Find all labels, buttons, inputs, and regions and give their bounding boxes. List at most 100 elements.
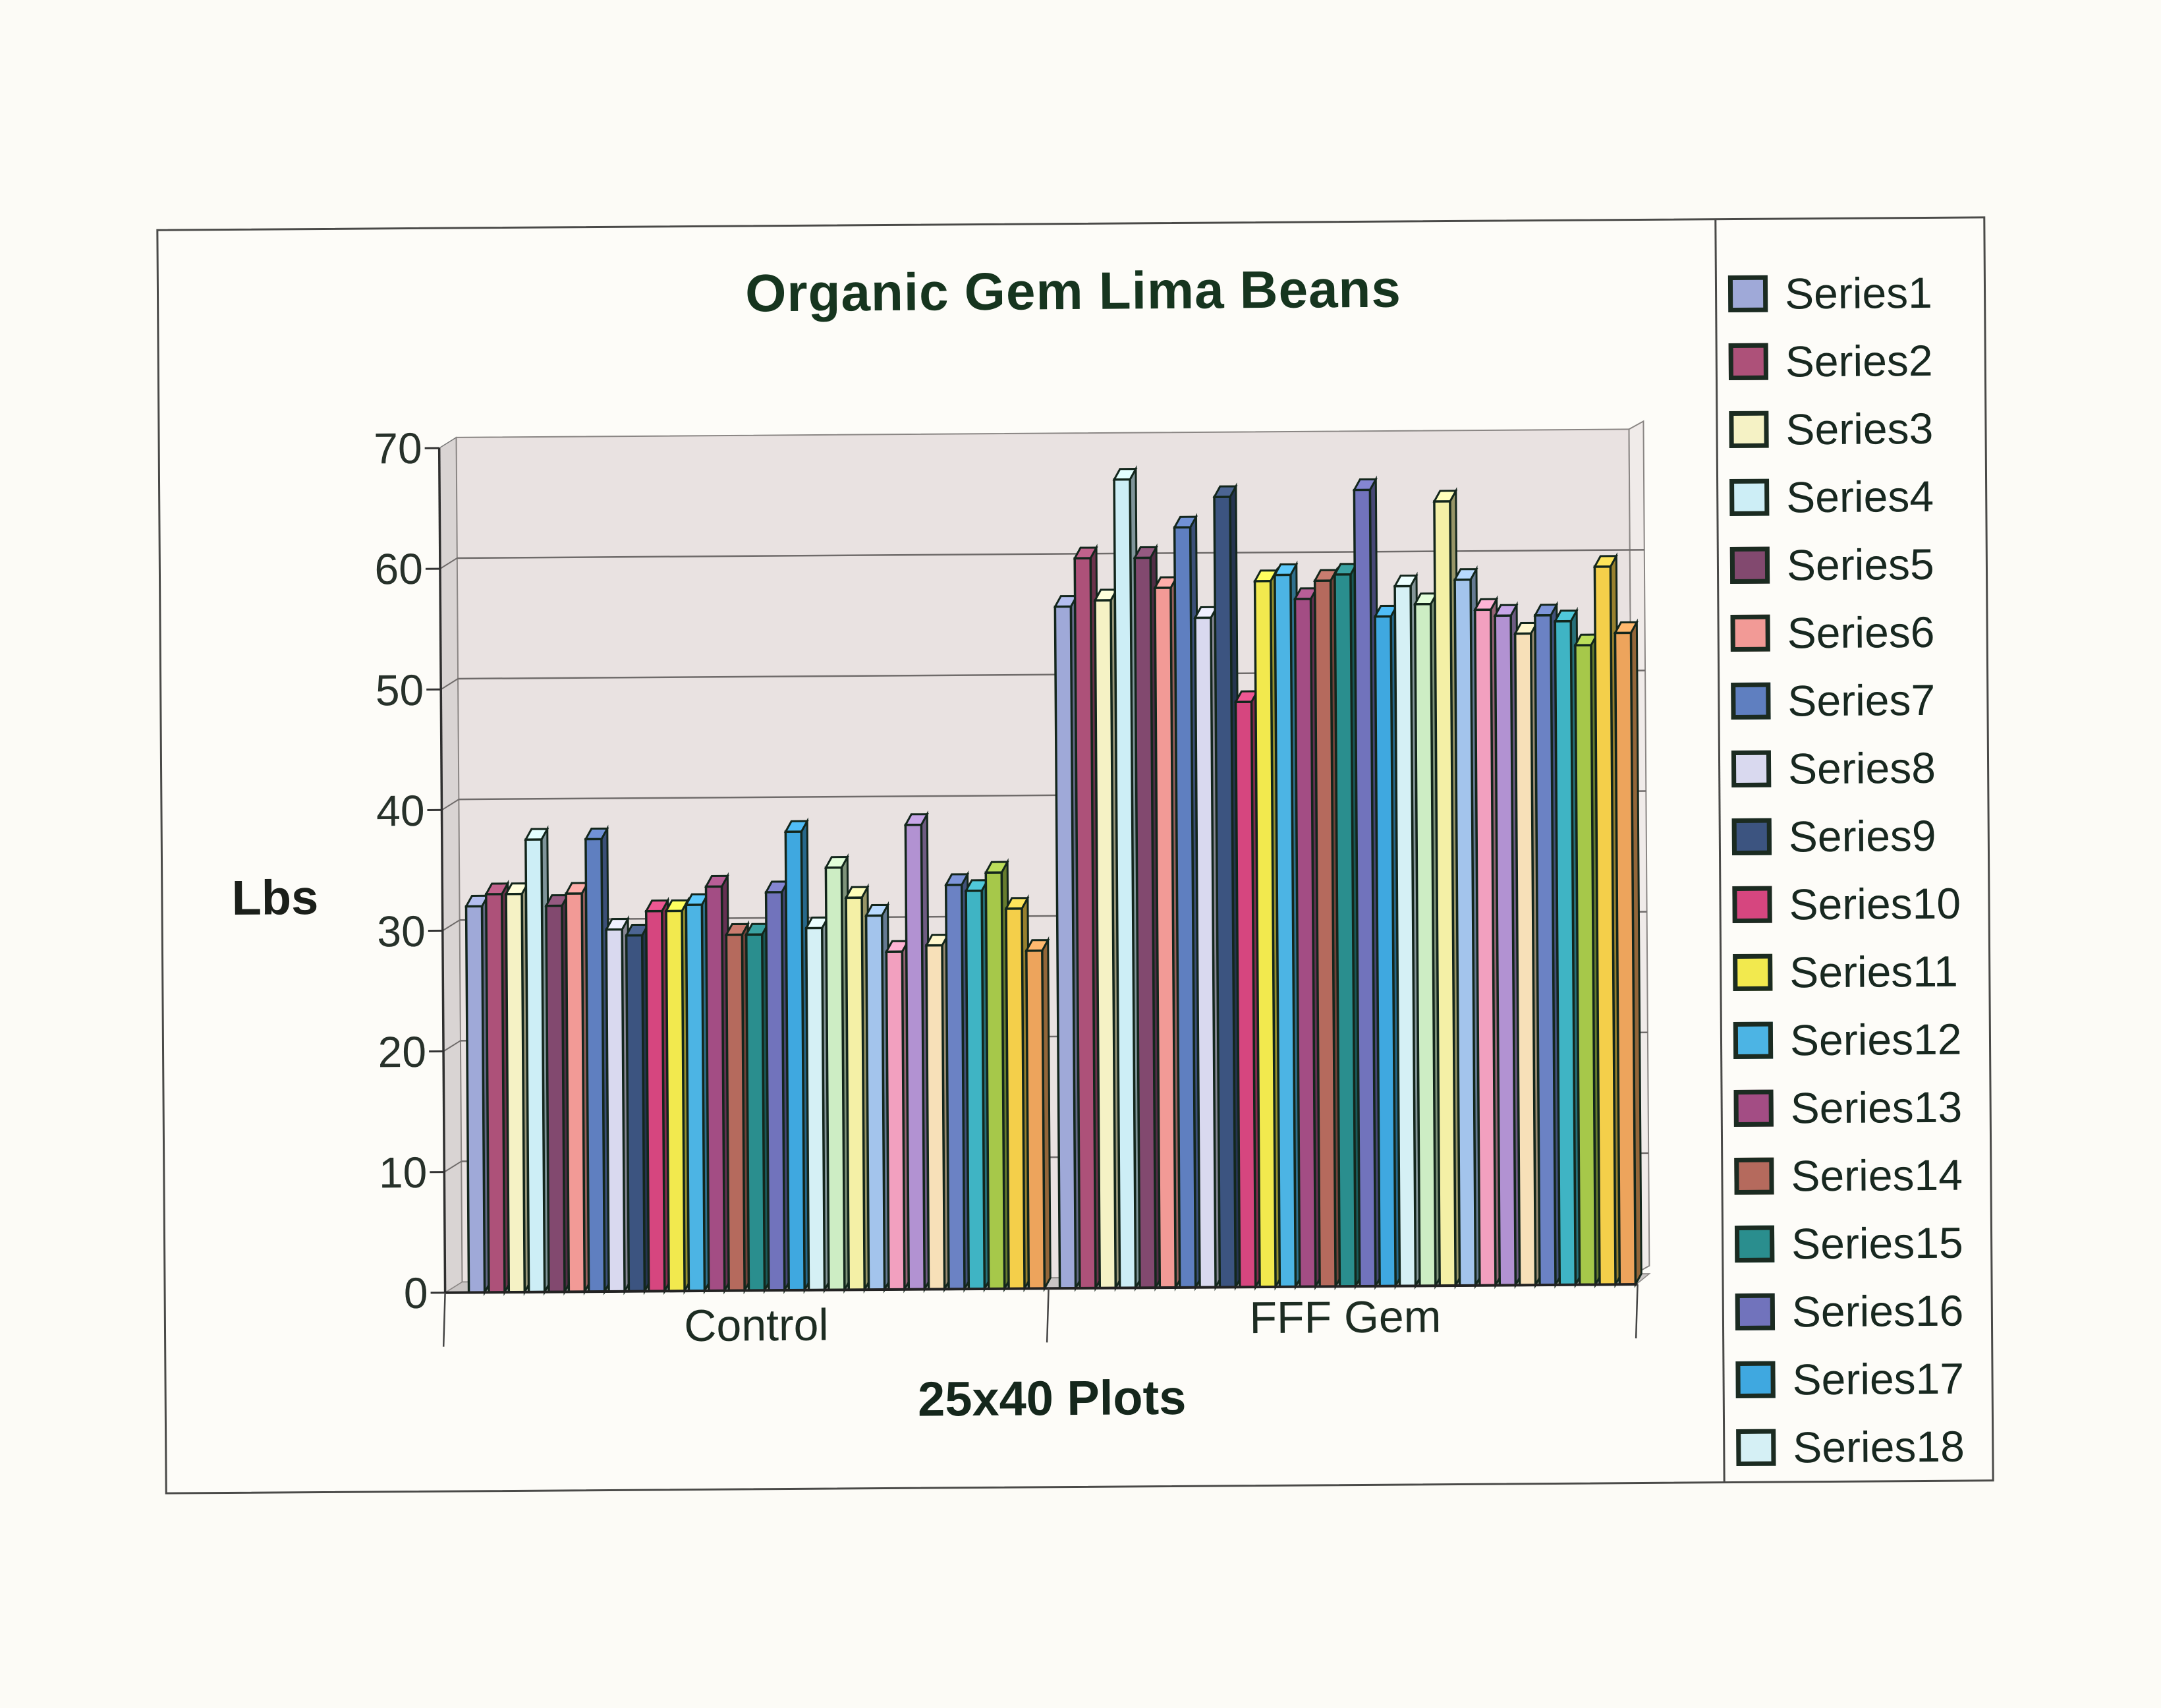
bar-Control-Series13: [704, 885, 726, 1292]
legend-item-series18: Series18: [1736, 1412, 1965, 1481]
legend-label: Series11: [1789, 946, 1959, 996]
y-axis-title: Lbs: [231, 870, 319, 925]
y-axis-tick-labels: 0 10 20 30 40 50 60 70: [158, 218, 1983, 1317]
bar-Control-Series8: [605, 928, 626, 1293]
bar-Control-Series26: [965, 889, 986, 1290]
bar-Control-Series9: [625, 934, 646, 1293]
bar-Control-Series21: [864, 914, 886, 1291]
y-tick-60: 60: [374, 544, 424, 594]
y-tick-0: 0: [403, 1268, 428, 1318]
bar-Control-Series25: [944, 884, 966, 1291]
bar-FFF Gem-Series19: [1413, 602, 1437, 1288]
bar-FFF Gem-Series13: [1293, 598, 1317, 1288]
chart-frame: Organic Gem Lima Beans 0 10 20 30 40 50 60 70 L…: [156, 216, 1994, 1494]
legend-swatch-series9: [1731, 818, 1772, 855]
legend-item-series13: Series13: [1733, 1073, 1962, 1142]
bar-FFF Gem-Series15: [1333, 573, 1357, 1288]
legend-swatch-series8: [1731, 750, 1772, 787]
bar-FFF Gem-Series26: [1554, 619, 1577, 1286]
bar-Control-Series22: [885, 950, 906, 1291]
bar-FFF Gem-Series24: [1513, 632, 1537, 1287]
legend-item-series4: Series4: [1729, 462, 1934, 531]
bar-Control-Series28: [1005, 907, 1026, 1290]
legend: Series1 Series2 Series3 Series4 Series5 Serie…: [1727, 231, 1978, 1471]
y-tick-40: 40: [376, 785, 425, 835]
legend-item-series6: Series6: [1730, 598, 1935, 667]
bar-FFF Gem-Series21: [1453, 578, 1477, 1287]
bar-FFF Gem-Series12: [1274, 573, 1297, 1288]
bar-Control-Series5: [545, 904, 566, 1294]
legend-label: Series1: [1784, 268, 1933, 318]
legend-label: Series2: [1785, 335, 1933, 385]
category-label-fff-gem: FFF Gem: [1249, 1292, 1442, 1344]
legend-item-series5: Series5: [1729, 530, 1934, 599]
legend-label: Series18: [1793, 1421, 1965, 1471]
bar-Control-Series2: [484, 893, 506, 1294]
legend-item-series15: Series15: [1734, 1209, 1963, 1278]
y-tick-50: 50: [375, 665, 424, 714]
bar-FFF Gem-Series22: [1474, 608, 1497, 1287]
bar-FFF Gem-Series11: [1253, 580, 1277, 1288]
bar-FFF Gem-Series14: [1313, 579, 1337, 1288]
y-tick-70: 70: [373, 424, 422, 473]
legend-swatch-series18: [1736, 1429, 1776, 1466]
legend-swatch-series16: [1735, 1293, 1776, 1330]
bar-FFF Gem-Series23: [1494, 614, 1517, 1287]
legend-swatch-series10: [1732, 886, 1772, 923]
legend-item-series2: Series2: [1728, 326, 1933, 395]
legend-label: Series6: [1787, 607, 1935, 657]
bar-Control-Series24: [925, 944, 946, 1291]
legend-label: Series3: [1785, 403, 1934, 453]
bar-Control-Series29: [1025, 949, 1046, 1290]
legend-swatch-series13: [1733, 1089, 1774, 1127]
bar-FFF Gem-Series1: [1053, 605, 1077, 1290]
legend-label: Series16: [1791, 1286, 1964, 1336]
bar-Control-Series11: [665, 909, 686, 1293]
bar-Control-Series19: [824, 866, 846, 1292]
legend-label: Series4: [1785, 471, 1934, 521]
legend-label: Series5: [1786, 539, 1934, 589]
legend-item-series12: Series12: [1733, 1005, 1962, 1074]
bar-Control-Series17: [784, 830, 806, 1292]
legend-swatch-series15: [1734, 1225, 1775, 1263]
plot-area: [424, 420, 1651, 1347]
y-tick-10: 10: [378, 1147, 428, 1197]
legend-item-series1: Series1: [1727, 258, 1933, 327]
bar-FFF Gem-Series8: [1194, 616, 1217, 1289]
bar-Control-Series1: [464, 905, 486, 1294]
chart-title: Organic Gem Lima Beans: [744, 259, 1402, 323]
bar-Control-Series20: [845, 896, 866, 1292]
legend-swatch-series17: [1735, 1361, 1776, 1398]
legend-swatch-series3: [1729, 411, 1769, 448]
bar-Control-Series7: [584, 838, 606, 1293]
legend-divider: [1714, 219, 1726, 1483]
bar-Control-Series14: [725, 933, 746, 1292]
bar-FFF Gem-Series28: [1593, 565, 1617, 1286]
legend-swatch-series5: [1729, 546, 1770, 584]
legend-item-series17: Series17: [1735, 1344, 1964, 1413]
legend-item-series8: Series8: [1731, 733, 1936, 803]
legend-item-series11: Series11: [1733, 937, 1958, 1006]
legend-item-series3: Series3: [1729, 394, 1934, 463]
bar-Control-Series10: [644, 909, 666, 1293]
bar-Control-Series3: [505, 892, 526, 1294]
legend-item-series16: Series16: [1735, 1276, 1964, 1346]
legend-swatch-series12: [1733, 1021, 1774, 1059]
legend-label: Series9: [1788, 811, 1936, 861]
bar-FFF Gem-Series17: [1374, 615, 1397, 1288]
bar-Control-Series16: [764, 891, 786, 1292]
x-axis-title: 25x40 Plots: [917, 1369, 1187, 1427]
bar-Control-Series23: [904, 823, 926, 1291]
legend-item-series10: Series10: [1732, 869, 1961, 938]
legend-label: Series13: [1790, 1082, 1963, 1132]
legend-swatch-series11: [1733, 954, 1773, 991]
bar-FFF Gem-Series3: [1094, 599, 1117, 1290]
category-label-control: Control: [684, 1299, 829, 1352]
bar-FFF Gem-Series18: [1393, 584, 1417, 1288]
bar-Control-Series27: [984, 871, 1006, 1290]
legend-label: Series7: [1787, 675, 1936, 725]
bar-Control-Series4: [524, 838, 546, 1294]
legend-label: Series14: [1791, 1150, 1963, 1200]
legend-swatch-series4: [1729, 478, 1770, 516]
